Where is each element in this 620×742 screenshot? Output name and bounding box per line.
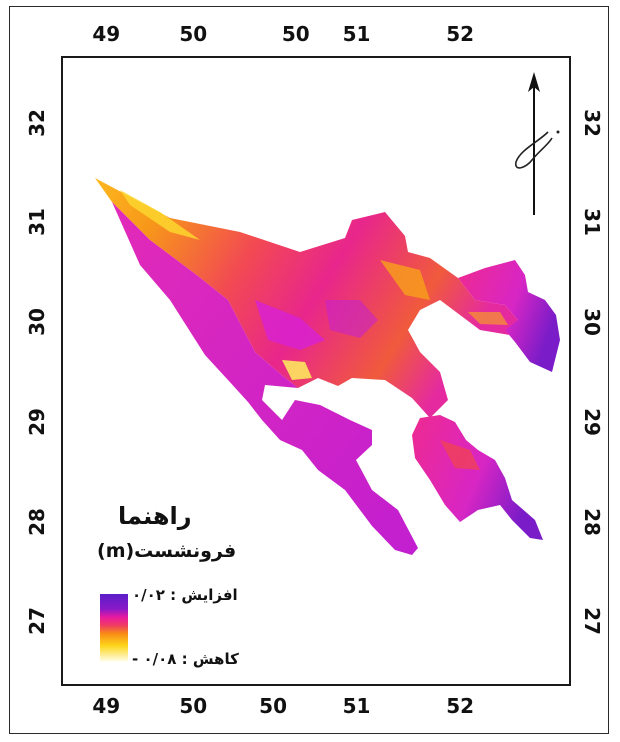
bottom-tick-label: 50 bbox=[179, 694, 208, 718]
left-tick-label: 31 bbox=[25, 208, 49, 237]
right-tick-label: 27 bbox=[580, 607, 604, 636]
legend-color-ramp bbox=[100, 594, 128, 662]
top-tick-label: 52 bbox=[446, 22, 475, 46]
left-tick-label: 28 bbox=[25, 507, 49, 536]
left-tick-label: 32 bbox=[25, 108, 49, 137]
north-arrow-icon bbox=[515, 72, 560, 215]
left-tick-label: 27 bbox=[25, 607, 49, 636]
bottom-tick-label: 49 bbox=[92, 694, 121, 718]
top-tick-label: 50 bbox=[179, 22, 208, 46]
top-tick-label: 50 bbox=[281, 22, 310, 46]
right-tick-label: 30 bbox=[580, 308, 604, 337]
southwest-region bbox=[112, 202, 418, 555]
top-tick-label: 49 bbox=[92, 22, 121, 46]
map-frame bbox=[61, 56, 571, 686]
right-tick-label: 29 bbox=[580, 407, 604, 436]
legend-high-label: افزایش : ۰/۰۲ bbox=[132, 586, 238, 604]
left-tick-label: 30 bbox=[25, 308, 49, 337]
top-tick-label: 51 bbox=[342, 22, 371, 46]
right-tick-label: 31 bbox=[580, 208, 604, 237]
southeast-region bbox=[412, 415, 543, 540]
bottom-tick-label: 50 bbox=[259, 694, 288, 718]
east-region bbox=[458, 260, 560, 372]
left-tick-label: 29 bbox=[25, 407, 49, 436]
bottom-tick-label: 52 bbox=[446, 694, 475, 718]
legend-low-label: کاهش : ۰/۰۸ - bbox=[132, 650, 239, 668]
outer-frame bbox=[9, 6, 609, 734]
right-tick-label: 28 bbox=[580, 507, 604, 536]
main-region bbox=[95, 178, 518, 418]
inner-highlights bbox=[120, 190, 508, 470]
bottom-tick-label: 51 bbox=[342, 694, 371, 718]
right-tick-label: 32 bbox=[580, 108, 604, 137]
legend-title: راهنما bbox=[118, 502, 192, 530]
legend-subtitle: فرونشست(m) bbox=[97, 540, 237, 562]
